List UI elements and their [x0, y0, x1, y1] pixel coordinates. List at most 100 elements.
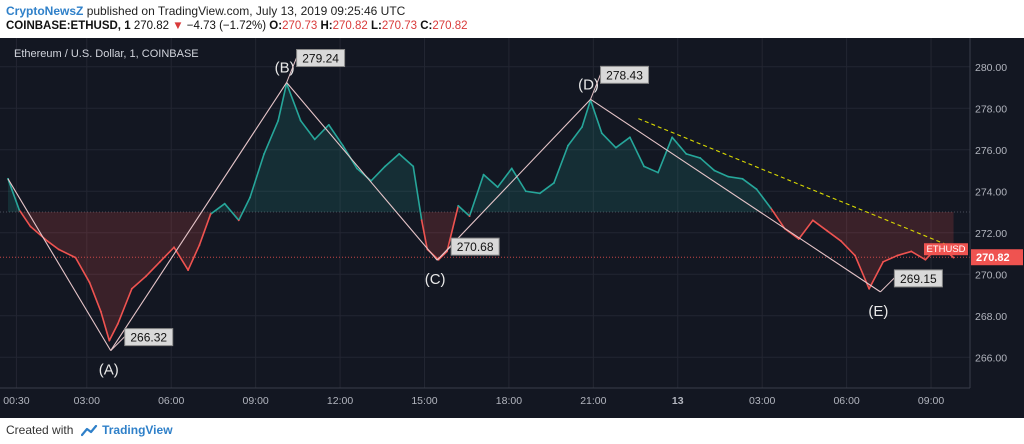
price-change: −4.73 (−1.72%)	[186, 20, 267, 32]
publication-line: CryptoNewsZ published on TradingView.com…	[6, 4, 405, 18]
price-fills	[8, 83, 954, 341]
price-callout-box	[600, 65, 650, 84]
time-tick-label: 03:00	[749, 395, 775, 407]
price-callout-value: 269.15	[900, 272, 937, 286]
author-name[interactable]: CryptoNewsZ	[6, 4, 84, 18]
chart-title: Ethereum / U.S. Dollar, 1, COINBASE	[14, 48, 199, 60]
price-point	[341, 144, 344, 147]
time-axis[interactable]	[0, 388, 1024, 418]
price-line-segment	[187, 244, 201, 271]
price-line-segment	[145, 261, 161, 278]
price-line-segment	[685, 153, 702, 159]
time-tick-label: 06:00	[158, 395, 184, 407]
price-line-segment	[57, 248, 77, 259]
price-point	[643, 165, 645, 168]
price-line-segment	[727, 175, 744, 180]
price-point	[614, 146, 617, 149]
price-point	[882, 260, 885, 263]
price-point	[567, 144, 569, 147]
price-point	[356, 167, 358, 170]
price-point	[116, 323, 119, 325]
price-line-segment	[29, 225, 49, 242]
price-point	[600, 132, 603, 135]
pattern-line	[436, 98, 591, 261]
price-point	[868, 287, 871, 290]
time-tick-label: 15:00	[411, 395, 437, 407]
price-point	[553, 182, 555, 184]
price-line-segment	[88, 281, 102, 313]
price-point	[159, 260, 161, 263]
price-line-segment	[100, 310, 111, 342]
price-axis-ticks: 280.00 278.00 276.00 274.00 272.00 270.00 268.…	[975, 62, 1007, 365]
price-line-segment	[237, 196, 251, 222]
price-point	[629, 136, 631, 139]
price-line-segment	[198, 213, 212, 246]
published-info: published on TradingView.com, July 13, 2…	[86, 4, 406, 18]
price-line-segment	[131, 275, 147, 290]
low-label: L:	[370, 20, 382, 32]
price-tick-label: 278.00	[975, 103, 1007, 115]
price-point	[237, 219, 240, 222]
area-below-baseline	[8, 212, 954, 341]
price-line-segment	[713, 169, 730, 178]
pattern-line	[7, 178, 112, 351]
price-line-segment	[567, 126, 583, 147]
price-line-segment	[159, 246, 175, 263]
time-tick-label: 21:00	[580, 395, 606, 407]
price-line-segment	[263, 119, 279, 155]
price-line-segment	[457, 204, 471, 217]
price-line-segment	[46, 240, 60, 251]
price-line-segment	[384, 153, 400, 168]
price-callout-value: 279.24	[302, 52, 339, 66]
price-point	[18, 209, 21, 211]
price-line-segment	[370, 165, 386, 182]
high-label: H:	[320, 20, 333, 32]
price-line-segment	[671, 136, 688, 155]
area-above-baseline	[8, 83, 954, 212]
time-tick-label: 09:00	[918, 395, 944, 407]
price-point	[482, 173, 485, 176]
price-point	[657, 171, 659, 174]
price-line-segment	[643, 165, 659, 174]
price-line-segment	[910, 250, 927, 261]
price-line-segment	[539, 182, 555, 195]
price-line-segment	[615, 136, 631, 149]
price-point	[327, 123, 330, 126]
open-value: 270.73	[282, 20, 318, 32]
high-value: 270.82	[332, 20, 368, 32]
price-line-segment	[412, 165, 423, 222]
price-line-segment	[74, 256, 91, 284]
price-tick-label: 272.00	[975, 228, 1007, 240]
current-price-box	[971, 249, 1023, 266]
price-tick-label: 268.00	[975, 311, 1007, 323]
price-point	[699, 157, 702, 159]
tradingview-link[interactable]: TradingView	[102, 423, 173, 437]
price-point	[313, 138, 316, 141]
price-point	[249, 196, 251, 199]
price-line-segment	[209, 202, 226, 215]
price-point	[187, 269, 190, 271]
price-line-segment	[496, 167, 513, 188]
price-line-segment	[896, 250, 913, 257]
price-line-segment	[600, 132, 617, 149]
price-chart[interactable]: (A) 266.32 (B) 279.24 (C) 270.68 (D) 278.43 (E) 2…	[0, 38, 1024, 418]
price-tick-label: 276.00	[975, 145, 1007, 157]
price-point	[277, 119, 280, 122]
price-point	[299, 119, 302, 122]
price-line-segment	[755, 188, 772, 209]
price-line-segment	[482, 173, 499, 188]
created-with-label: Created with	[6, 423, 74, 437]
price-line-segment	[840, 240, 856, 257]
time-tick-label: 12:00	[327, 395, 353, 407]
pattern-line	[110, 82, 288, 351]
price-point	[420, 219, 423, 222]
price-callout-value: 270.68	[457, 240, 494, 254]
price-axis[interactable]	[970, 38, 1024, 418]
callout-connector	[110, 336, 126, 351]
price-line-segment	[18, 209, 32, 228]
price-point	[685, 153, 688, 155]
price-point	[671, 136, 674, 139]
price-line-segment	[108, 323, 119, 342]
price-point	[108, 339, 111, 342]
price-line-segment	[328, 124, 344, 147]
